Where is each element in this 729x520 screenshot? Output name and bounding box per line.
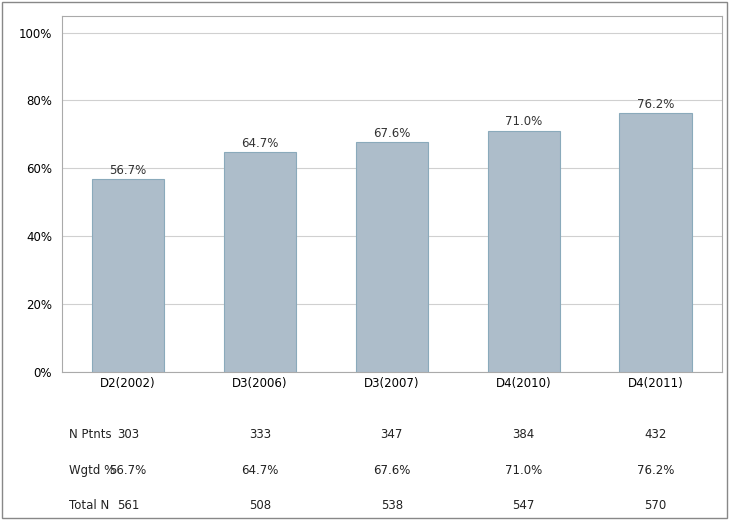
Text: N Ptnts: N Ptnts <box>69 428 112 441</box>
Text: 67.6%: 67.6% <box>373 127 410 140</box>
Bar <box>620 113 692 372</box>
Text: 64.7%: 64.7% <box>241 464 278 477</box>
Text: Total N: Total N <box>69 499 109 512</box>
Text: 71.0%: 71.0% <box>505 115 542 128</box>
Text: 561: 561 <box>117 499 139 512</box>
Text: 333: 333 <box>249 428 271 441</box>
Text: 76.2%: 76.2% <box>637 464 674 477</box>
Text: 384: 384 <box>512 428 535 441</box>
Text: Wgtd %: Wgtd % <box>69 464 114 477</box>
Text: 432: 432 <box>644 428 667 441</box>
Text: 71.0%: 71.0% <box>505 464 542 477</box>
Bar <box>224 152 296 372</box>
Bar <box>356 142 428 372</box>
Text: 547: 547 <box>512 499 535 512</box>
Text: 76.2%: 76.2% <box>637 98 674 111</box>
Text: 67.6%: 67.6% <box>373 464 410 477</box>
Text: 64.7%: 64.7% <box>241 137 278 150</box>
Bar <box>488 131 560 372</box>
Text: 538: 538 <box>381 499 403 512</box>
Text: 347: 347 <box>381 428 403 441</box>
Text: 570: 570 <box>644 499 667 512</box>
Text: 56.7%: 56.7% <box>109 464 147 477</box>
Text: 303: 303 <box>117 428 139 441</box>
Text: 56.7%: 56.7% <box>109 164 147 177</box>
Bar <box>92 179 164 372</box>
Text: 508: 508 <box>249 499 271 512</box>
